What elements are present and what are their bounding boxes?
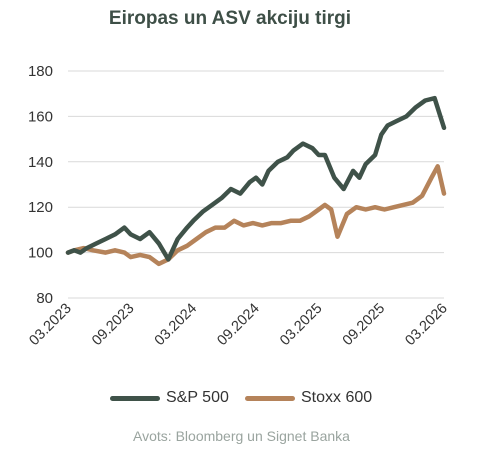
- y-tick-label: 80: [36, 290, 53, 307]
- x-tick-label: 09.2023: [89, 301, 137, 349]
- legend-label-stoxx600: Stoxx 600: [301, 389, 373, 406]
- source-note: Avots: Bloomberg un Signet Banka: [133, 428, 350, 444]
- series-line-stoxx600: [65, 164, 447, 267]
- legend-swatch-stoxx600: [245, 395, 295, 401]
- legend-item-stoxx600: Stoxx 600: [245, 389, 372, 407]
- x-tick-label: 03.2026: [402, 301, 450, 349]
- y-tick-label: 100: [28, 245, 53, 262]
- x-tick-label: 03.2023: [26, 301, 74, 349]
- series-line-sp500: [65, 95, 447, 262]
- legend-item-sp500: S&P 500: [110, 389, 229, 407]
- x-tick-label: 03.2024: [152, 301, 200, 349]
- x-axis-ticks: 03.2023 09.2023 03.2024 09.2024 03.2025 09.20…: [26, 301, 450, 349]
- x-tick-label: 09.2025: [340, 301, 388, 349]
- chart-title: Eiropas un ASV akciju tirgi: [108, 8, 352, 29]
- series-lines: [65, 95, 447, 267]
- legend: S&P 500 Stoxx 600: [0, 389, 483, 409]
- y-tick-label: 180: [28, 63, 53, 80]
- y-tick-label: 160: [28, 108, 53, 125]
- gridlines: [68, 70, 444, 299]
- x-tick-label: 03.2025: [277, 301, 325, 349]
- x-tick-label: 09.2024: [214, 301, 262, 349]
- legend-label-sp500: S&P 500: [166, 389, 229, 406]
- y-axis-ticks: 80 100 120 140 160 180: [28, 63, 53, 307]
- y-tick-label: 140: [28, 154, 53, 171]
- legend-swatch-sp500: [110, 395, 160, 401]
- y-tick-label: 120: [28, 199, 53, 216]
